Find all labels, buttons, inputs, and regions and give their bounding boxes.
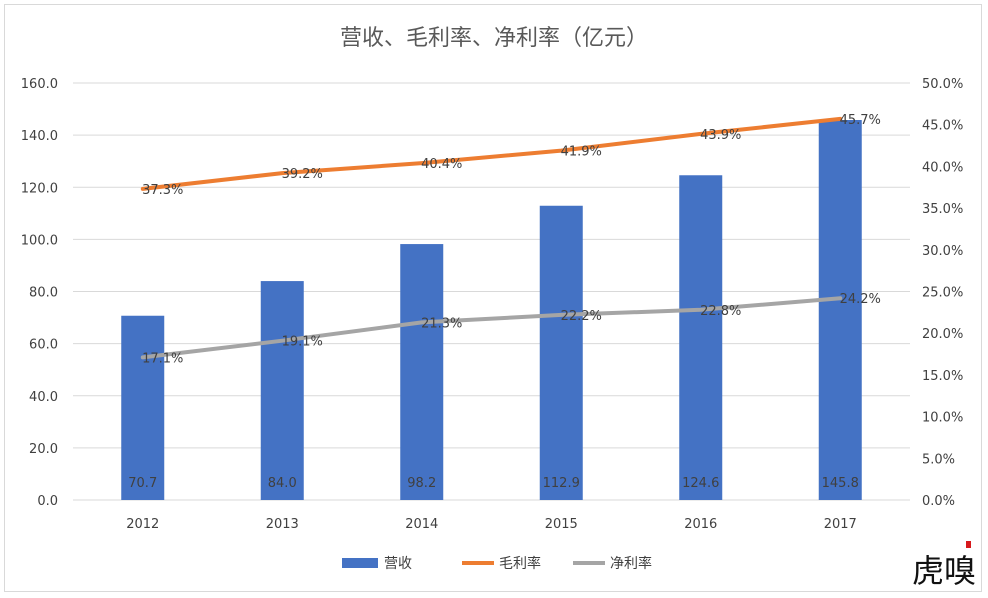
rate-line-label: 41.9% (561, 145, 602, 160)
revenue-bars (121, 120, 862, 501)
left-tick-label: 160.0 (21, 77, 58, 92)
right-tick-label: 10.0% (922, 411, 963, 426)
left-tick-label: 140.0 (21, 129, 58, 144)
rate-line-label: 45.7% (840, 113, 881, 128)
x-tick-label: 2014 (405, 517, 438, 532)
left-tick-label: 120.0 (21, 181, 58, 196)
revenue-bar (260, 281, 304, 500)
rate-line-label: 24.2% (840, 292, 881, 307)
legend-label: 毛利率 (499, 555, 541, 572)
gridlines (73, 82, 910, 501)
legend: 营收 毛利率 净利率 (342, 555, 652, 572)
watermark-accent (966, 541, 971, 548)
right-tick-label: 15.0% (922, 369, 963, 384)
rate-line-label: 17.1% (142, 351, 183, 366)
legend-label: 营收 (384, 556, 412, 572)
right-tick-label: 20.0% (922, 327, 963, 342)
chart-title: 营收、毛利率、净利率（亿元） (340, 26, 648, 51)
revenue-bar-label: 84.0 (268, 476, 297, 491)
left-tick-label: 0.0 (37, 494, 58, 509)
x-axis-ticks: 2012 2013 2014 2015 2016 2017 (126, 517, 857, 532)
x-tick-label: 2012 (126, 517, 159, 532)
x-tick-label: 2016 (684, 517, 717, 532)
left-axis-ticks: 0.0 20.0 40.0 60.0 80.0 100.0 120.0 140.0 160.0 (21, 77, 58, 509)
revenue-bar-label: 145.8 (822, 476, 859, 491)
legend-label: 净利率 (610, 555, 652, 572)
right-tick-label: 35.0% (922, 202, 963, 217)
right-tick-label: 30.0% (922, 244, 963, 259)
revenue-bar (400, 244, 444, 500)
revenue-bar-label: 112.9 (543, 476, 580, 491)
revenue-bar-label: 98.2 (407, 476, 436, 491)
right-tick-label: 5.0% (922, 452, 955, 467)
revenue-bar-label: 70.7 (128, 476, 157, 491)
right-axis-ticks: 0.0% 5.0% 10.0% 15.0% 20.0% 25.0% 30.0% 35.0% 40… (922, 77, 963, 509)
rate-lines (140, 116, 843, 360)
left-tick-label: 40.0 (29, 390, 58, 405)
x-tick-label: 2017 (824, 517, 857, 532)
rate-line-label: 19.1% (282, 335, 323, 350)
rate-line-label: 37.3% (142, 183, 183, 198)
x-tick-label: 2015 (545, 517, 578, 532)
rate-line-labels: 37.3% 39.2% 40.4% 41.9% 43.9% 45.7% 17.1% 19.1%… (142, 113, 881, 367)
watermark: 虎嗅 (912, 541, 976, 590)
right-tick-label: 45.0% (922, 119, 963, 134)
watermark-text: 虎嗅 (912, 552, 976, 590)
legend-swatch (342, 558, 378, 568)
left-tick-label: 80.0 (29, 286, 58, 301)
right-tick-label: 50.0% (922, 77, 963, 92)
revenue-bar-labels: 70.7 84.0 98.2 112.9 124.6 145.8 (128, 476, 859, 491)
x-tick-label: 2013 (266, 517, 299, 532)
revenue-bar (818, 120, 862, 500)
rate-line-label: 40.4% (421, 157, 462, 172)
revenue-bar-label: 124.6 (682, 476, 719, 491)
rate-line-label: 21.3% (421, 316, 462, 331)
rate-line-label: 22.2% (561, 309, 602, 324)
rate-line-label: 43.9% (700, 128, 741, 143)
right-tick-label: 25.0% (922, 286, 963, 301)
right-tick-label: 0.0% (922, 494, 955, 509)
right-tick-label: 40.0% (922, 160, 963, 175)
revenue-bar (121, 315, 165, 500)
rate-line-毛利率 (140, 116, 843, 191)
rate-line-净利率 (140, 296, 843, 360)
left-tick-label: 100.0 (21, 233, 58, 248)
revenue-bar (539, 205, 583, 500)
left-tick-label: 60.0 (29, 338, 58, 353)
rate-line-label: 22.8% (700, 304, 741, 319)
revenue-bar (679, 175, 723, 501)
left-tick-label: 20.0 (29, 442, 58, 457)
rate-line-label: 39.2% (282, 167, 323, 182)
